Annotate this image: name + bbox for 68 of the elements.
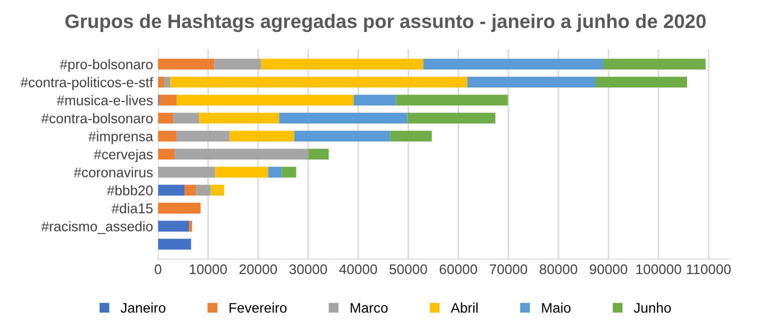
bar bbox=[210, 184, 224, 196]
x-tick-label: 110000 bbox=[686, 264, 731, 274]
bar bbox=[354, 94, 396, 106]
bar bbox=[158, 166, 216, 178]
x-tick-label: 50000 bbox=[390, 264, 428, 274]
bar bbox=[308, 148, 329, 160]
y-tick-label: #imprensa bbox=[88, 131, 154, 144]
y-tick-label: #racismo_assedio bbox=[41, 221, 153, 234]
x-tick-label: 60000 bbox=[440, 264, 478, 274]
bar bbox=[174, 148, 308, 160]
x-tick-label: 90000 bbox=[590, 264, 628, 274]
y-tick-label: #bbb20 bbox=[106, 185, 153, 196]
bar bbox=[158, 112, 174, 124]
x-tick-label: 0 bbox=[154, 264, 162, 274]
bar bbox=[158, 184, 185, 196]
bar bbox=[595, 76, 688, 88]
bar bbox=[176, 130, 230, 142]
bar bbox=[196, 184, 211, 196]
bar bbox=[230, 130, 294, 142]
bar bbox=[214, 58, 262, 70]
bar bbox=[603, 58, 706, 70]
legend-label: Janeiro bbox=[120, 302, 166, 313]
bar bbox=[467, 76, 596, 88]
legend-label: Fevereiro bbox=[230, 302, 287, 313]
bar bbox=[294, 130, 390, 142]
x-tick-label: 100000 bbox=[636, 264, 682, 274]
bar bbox=[173, 112, 200, 124]
y-tick-label: #dia15 bbox=[112, 203, 153, 214]
bar bbox=[158, 238, 192, 250]
y-tick-label: #coronavirus bbox=[74, 167, 153, 178]
x-tick-label: 10000 bbox=[190, 264, 227, 274]
bar bbox=[189, 220, 192, 232]
bar bbox=[158, 202, 201, 214]
legend-label: Maio bbox=[542, 302, 571, 313]
bar bbox=[279, 112, 408, 124]
x-tick-label: 20000 bbox=[240, 264, 277, 274]
bar bbox=[158, 220, 190, 232]
bar bbox=[199, 112, 280, 124]
bar bbox=[184, 184, 196, 196]
bar bbox=[158, 58, 214, 70]
y-tick-label: #pro-bolsonaro bbox=[60, 59, 153, 72]
x-tick-label: 40000 bbox=[339, 264, 378, 274]
y-tick-label: #cervejas bbox=[94, 149, 153, 162]
legend-label: Junho bbox=[634, 302, 671, 313]
chart-title: Grupos de Hashtags agregadas por assunto - janeiro a junho de 2020 bbox=[65, 14, 706, 32]
bar bbox=[176, 94, 354, 106]
bar bbox=[423, 58, 604, 70]
legend-label: Marco bbox=[350, 303, 388, 313]
bar bbox=[164, 76, 170, 88]
bar bbox=[268, 166, 282, 178]
y-tick-label: #contra-bolsonaro bbox=[41, 113, 153, 124]
bar bbox=[390, 130, 432, 142]
x-tick-label: 80000 bbox=[540, 264, 578, 274]
bar bbox=[158, 130, 177, 142]
bar bbox=[158, 148, 175, 160]
bar bbox=[215, 166, 268, 178]
bar bbox=[170, 76, 468, 88]
bar bbox=[407, 112, 496, 124]
legend-label: Abril bbox=[450, 302, 478, 313]
bar bbox=[396, 94, 508, 106]
bar bbox=[158, 76, 164, 88]
y-tick-label: #contra-politicos-e-stf bbox=[20, 77, 154, 90]
bar bbox=[261, 58, 424, 70]
bar bbox=[159, 94, 177, 106]
y-tick-label: #musica-e-lives bbox=[56, 95, 153, 106]
x-tick-label: 70000 bbox=[490, 264, 528, 274]
x-tick-label: 30000 bbox=[289, 264, 327, 274]
bar bbox=[282, 166, 296, 178]
